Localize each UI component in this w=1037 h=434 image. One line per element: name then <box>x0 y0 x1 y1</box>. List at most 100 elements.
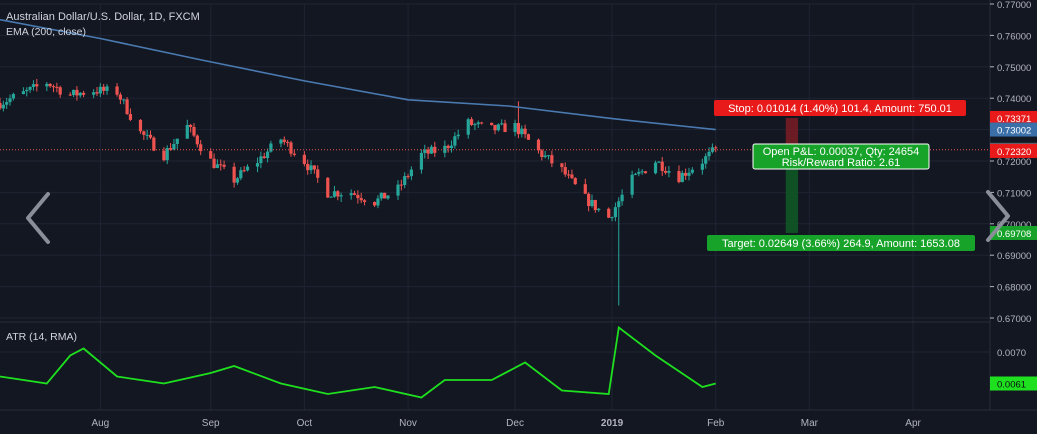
scroll-left-button[interactable] <box>20 188 56 248</box>
price-axis[interactable]: 0.770000.760000.750000.740000.730000.720… <box>990 0 1031 325</box>
candle-body <box>362 200 367 202</box>
candle-body <box>399 184 403 186</box>
candle-body <box>583 184 587 194</box>
scroll-right-button[interactable] <box>980 186 1016 246</box>
price-tick-label: 0.71000 <box>997 188 1031 199</box>
candle-body <box>587 193 591 207</box>
candle-body <box>687 172 691 176</box>
price-tick-label: 0.74000 <box>997 94 1031 105</box>
candle-body <box>590 199 594 207</box>
candle-body <box>0 102 2 109</box>
candle-body <box>503 123 507 133</box>
candle-body <box>426 149 430 154</box>
candle-body <box>476 122 480 125</box>
candle-body <box>21 91 26 95</box>
candle-body <box>82 92 86 95</box>
candle-body <box>617 201 621 208</box>
candle-body <box>152 137 156 151</box>
candle-body <box>640 171 644 173</box>
price-badge-text: 0.73002 <box>997 126 1031 137</box>
candle-body <box>356 194 360 199</box>
candle-body <box>677 171 681 183</box>
price-tick-label: 0.67000 <box>997 314 1031 325</box>
candle-body <box>309 165 313 171</box>
candle-body <box>620 194 624 202</box>
candle-body <box>172 143 176 150</box>
chart-grid <box>0 3 990 410</box>
candle-series <box>0 78 718 306</box>
candle-body <box>5 102 9 105</box>
candle-body <box>142 131 146 135</box>
candle-body <box>429 146 434 154</box>
candle-body <box>633 173 638 175</box>
candle-body <box>55 86 59 88</box>
candle-body <box>265 151 270 159</box>
time-tick-label: Dec <box>506 418 524 429</box>
candle-body <box>332 191 337 197</box>
target-label[interactable]: Target: 0.02649 (3.66%) 264.9, Amount: 1… <box>707 235 975 251</box>
candle-body <box>329 196 333 198</box>
price-badge-box <box>990 110 1037 125</box>
candle-body <box>222 164 226 167</box>
open-pnl-label[interactable]: Open P&L: 0.00037, Qty: 24654 Risk/Rewar… <box>752 143 930 170</box>
candle-body <box>102 86 106 91</box>
stop-label-text: Stop: 0.01014 (1.40%) 101.4, Amount: 750… <box>728 103 952 115</box>
candle-body <box>653 162 658 174</box>
candle-body <box>58 87 62 95</box>
candle-body <box>406 176 410 178</box>
candle-body <box>433 146 437 153</box>
candle-body <box>707 151 711 157</box>
time-tick-label: Oct <box>297 418 313 429</box>
candle-body <box>386 195 390 199</box>
candle-body <box>637 171 641 174</box>
candle-body <box>95 92 99 94</box>
candle-body <box>312 165 316 170</box>
candle-body <box>560 163 564 168</box>
candle-body <box>573 178 577 185</box>
time-tick-label: Aug <box>91 418 109 429</box>
atr-line <box>0 325 716 399</box>
candle-body <box>613 207 618 218</box>
candle-body <box>162 150 166 161</box>
stop-label[interactable]: Stop: 0.01014 (1.40%) 101.4, Amount: 750… <box>714 100 966 116</box>
candle-body <box>516 123 521 135</box>
candle-body <box>336 191 340 197</box>
candle-body <box>456 134 460 137</box>
candle-body <box>35 84 39 87</box>
candle-body <box>684 172 688 176</box>
candle-body <box>543 155 547 158</box>
atr-axis[interactable]: 0.0070 <box>997 348 1026 359</box>
candle-body <box>289 142 293 154</box>
candle-body <box>660 161 664 171</box>
stop-label-box <box>714 100 966 116</box>
candle-body <box>513 123 517 133</box>
candle-body <box>31 84 36 87</box>
candle-body <box>680 172 684 183</box>
atr-value-badge: 0.0061 <box>990 376 1037 391</box>
candle-body <box>396 184 400 196</box>
price-badge-text: 0.72320 <box>997 147 1031 158</box>
candle-body <box>306 163 310 171</box>
atr-badge-text: 0.0061 <box>997 380 1026 391</box>
price-badge-box <box>990 122 1037 137</box>
candle-body <box>563 167 567 175</box>
price-badge-text: 0.73371 <box>997 114 1031 125</box>
candle-body <box>262 156 266 159</box>
price-tick-label: 0.70000 <box>997 220 1031 231</box>
candle-body <box>192 126 196 136</box>
candle-body <box>232 166 236 183</box>
candle-body <box>597 208 601 211</box>
candle-body <box>45 83 49 87</box>
candle-body <box>199 144 203 152</box>
ema-indicator-title: EMA (200, close) <box>6 26 86 38</box>
candle-body <box>316 169 320 178</box>
candle-body <box>118 94 123 100</box>
candle-body <box>710 147 714 152</box>
candle-body <box>302 154 306 164</box>
candle-body <box>282 139 286 142</box>
candle-body <box>92 92 96 95</box>
time-axis[interactable]: Aug Sep Oct Nov Dec 2019 Feb Mar Apr <box>91 418 921 429</box>
candle-body <box>125 99 129 115</box>
